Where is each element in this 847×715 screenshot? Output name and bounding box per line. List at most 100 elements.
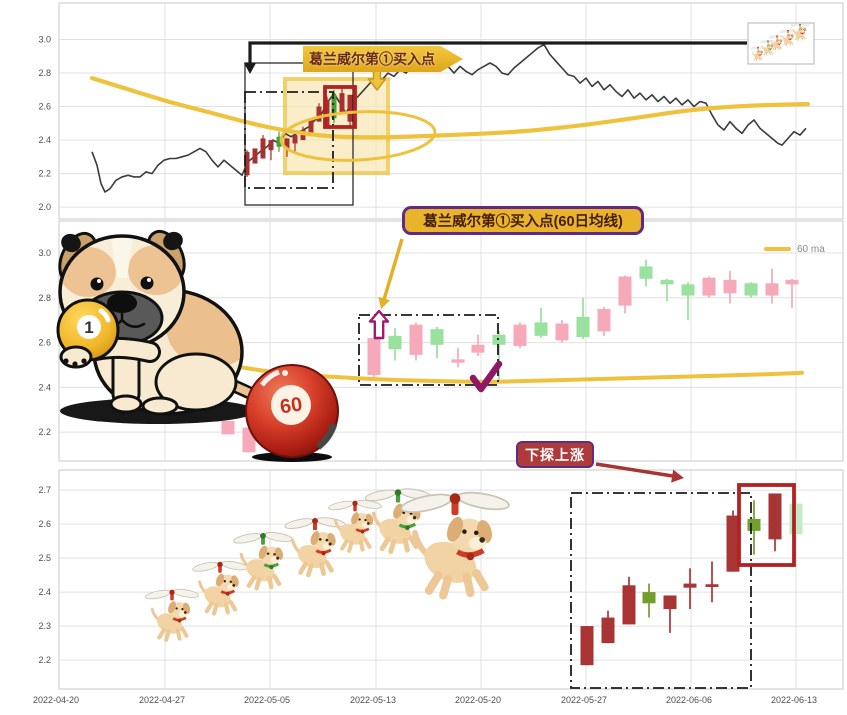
candle-body xyxy=(367,338,381,376)
arrowhead xyxy=(378,296,390,309)
y-tick-label: 2.6 xyxy=(38,519,51,529)
y-tick-label: 3.0 xyxy=(38,35,51,45)
candle-body xyxy=(747,518,761,531)
candle-body xyxy=(639,266,653,279)
x-tick-label: 2022-06-13 xyxy=(771,695,817,705)
puppy-hind-paw xyxy=(141,396,179,416)
y-tick-label: 2.6 xyxy=(38,102,51,112)
x-tick-label: 2022-05-27 xyxy=(561,695,607,705)
ball-60-icon: 60 xyxy=(245,364,339,462)
candle-body xyxy=(702,277,716,296)
candle-body xyxy=(789,503,803,535)
ma-legend: 60 ma xyxy=(764,243,825,255)
candle-body xyxy=(597,308,611,332)
candle-body xyxy=(260,138,266,159)
flying-puppy-icon xyxy=(750,46,766,62)
candle-body xyxy=(681,284,695,296)
paw-toe xyxy=(81,358,87,364)
y-tick-label: 2.6 xyxy=(38,338,51,348)
x-tick-label: 2022-04-20 xyxy=(33,695,79,705)
candle-body xyxy=(705,584,719,587)
candle-body xyxy=(292,135,298,144)
thumbnail-puppies xyxy=(750,24,810,62)
granville-buy-point-60ma-callout: 葛兰威尔第①买入点(60日均线) xyxy=(402,206,644,235)
x-tick-label: 2022-05-05 xyxy=(244,695,290,705)
puppy-blaze xyxy=(111,237,133,278)
top-panel: 3.0 2.8 2.6 2.4 2.2 2.0 xyxy=(38,2,844,220)
candle-body xyxy=(268,140,274,151)
yellow-pointer-arrow xyxy=(381,238,404,304)
ma-legend-swatch-icon xyxy=(764,246,791,252)
puppy-haunch xyxy=(154,352,238,412)
paw-toe xyxy=(72,361,78,367)
paw-toe xyxy=(63,358,69,364)
dashdot-annotation-box xyxy=(244,91,334,189)
candle-body xyxy=(451,359,465,363)
y-tick-label: 3.0 xyxy=(38,248,51,258)
black-elbow-arrow xyxy=(248,41,747,64)
candle-body xyxy=(580,626,594,666)
x-tick-label: 2022-06-06 xyxy=(666,695,712,705)
candle-body xyxy=(409,324,423,355)
candle-body xyxy=(768,493,782,540)
candle-body xyxy=(252,148,258,164)
ball-1-label: 1 xyxy=(84,318,93,337)
candle-body xyxy=(339,93,345,114)
puppy-ear-tip-left xyxy=(61,233,81,253)
checkmark-icon xyxy=(469,360,503,393)
candle-body xyxy=(284,138,290,149)
candle-body xyxy=(723,279,737,294)
x-tick-label: 2022-05-20 xyxy=(455,695,501,705)
candle-body xyxy=(244,151,250,176)
candle-body xyxy=(347,94,353,122)
flying-puppy-icon xyxy=(769,35,785,51)
y-tick-label: 2.2 xyxy=(38,169,51,179)
y-tick-label: 2.5 xyxy=(38,553,51,563)
flying-puppy-icon xyxy=(145,588,199,642)
flying-puppy-icon xyxy=(284,517,346,578)
ball-60-label: 60 xyxy=(279,394,304,419)
arrowhead xyxy=(243,63,257,74)
dip-then-rise-callout: 下探上涨 xyxy=(516,441,594,468)
ma60-line xyxy=(225,362,804,384)
puppy-eye-glint-left xyxy=(97,279,101,283)
flying-puppy-icon xyxy=(328,499,382,553)
candle-body xyxy=(430,329,444,345)
y-tick-label: 2.8 xyxy=(38,293,51,303)
puppy-eye-glint-right xyxy=(147,278,151,282)
y-tick-label: 2.2 xyxy=(38,655,51,665)
arrowhead xyxy=(671,469,684,483)
candle-body xyxy=(622,585,636,625)
y-tick-label: 2.3 xyxy=(38,621,51,631)
yellow-ellipse-annotation xyxy=(279,110,437,162)
flying-puppy-icon xyxy=(790,24,810,41)
puppy-front-paw xyxy=(109,394,143,414)
candle-body xyxy=(618,276,632,306)
y-tick-label: 2.4 xyxy=(38,382,51,392)
x-tick-label: 2022-04-27 xyxy=(139,695,185,705)
candle-body xyxy=(765,283,779,296)
puppy-ear-tip-right xyxy=(163,231,183,251)
candle-body xyxy=(663,595,677,610)
flying-puppy-icon xyxy=(400,491,510,600)
dashdot-annotation-box xyxy=(570,492,752,689)
y-tick-label: 2.4 xyxy=(38,135,51,145)
flying-puppy-icon xyxy=(233,532,293,591)
candle-body xyxy=(316,106,322,122)
y-tick-label: 2.0 xyxy=(38,202,51,212)
dashdot-annotation-box xyxy=(358,314,499,386)
x-tick-label: 2022-05-13 xyxy=(350,695,396,705)
candle-body xyxy=(534,322,548,336)
candle-body xyxy=(576,316,590,337)
candle-body xyxy=(513,324,527,346)
flying-puppy-icon xyxy=(760,40,776,56)
candle-body xyxy=(683,583,697,588)
candle-body xyxy=(785,279,799,285)
flying-puppy-icon xyxy=(779,29,797,47)
candle-body xyxy=(601,617,615,644)
candle-body xyxy=(492,334,506,345)
candle-body xyxy=(660,279,674,285)
top-panel-frame xyxy=(58,2,844,220)
candle-body xyxy=(221,420,235,435)
